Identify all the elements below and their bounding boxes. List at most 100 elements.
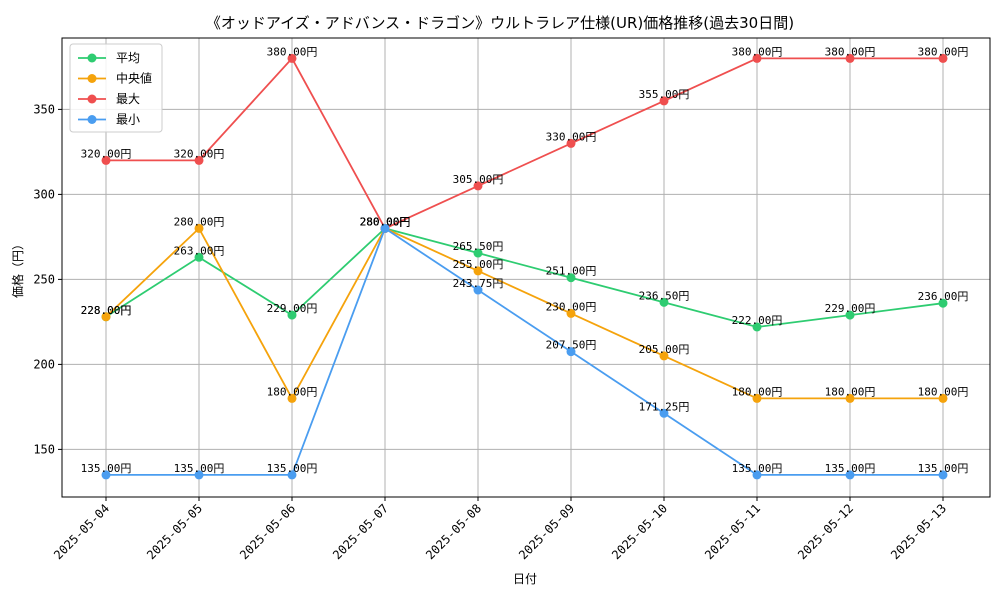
data-point <box>194 223 204 233</box>
data-label: 207.50円 <box>546 339 597 352</box>
data-label: 280.00円 <box>360 215 411 228</box>
data-point <box>287 470 297 480</box>
data-label: 135.00円 <box>81 462 132 475</box>
data-label: 265.50円 <box>453 240 504 253</box>
data-label: 236.00円 <box>918 290 969 303</box>
y-tick-label: 150 <box>33 442 55 456</box>
series-layer <box>101 53 948 480</box>
y-tick-label: 250 <box>33 272 55 286</box>
data-label: 205.00円 <box>639 343 690 356</box>
y-tick-label: 350 <box>33 102 55 116</box>
legend-swatch-marker <box>87 74 97 83</box>
y-axis-label: 価格（円） <box>10 238 25 298</box>
x-tick-label: 2025-05-08 <box>423 501 484 562</box>
data-point <box>659 351 669 361</box>
data-point <box>845 470 855 480</box>
data-point <box>473 285 483 295</box>
data-point <box>194 155 204 165</box>
data-label: 135.00円 <box>918 462 969 475</box>
data-label: 135.00円 <box>267 462 318 475</box>
data-point <box>938 298 948 308</box>
legend-swatch-marker <box>87 53 97 63</box>
data-label: 320.00円 <box>174 147 225 160</box>
data-point <box>194 470 204 480</box>
x-tick-label: 2025-05-11 <box>702 501 763 562</box>
data-point <box>752 393 762 403</box>
data-point <box>752 53 762 63</box>
x-axis-label: 日付 <box>513 572 537 586</box>
data-point <box>101 312 111 322</box>
legend-entry-label: 最大 <box>116 92 140 106</box>
x-tick-label: 2025-05-13 <box>888 501 949 562</box>
data-point <box>938 470 948 480</box>
data-point <box>938 53 948 63</box>
series-line <box>106 227 943 476</box>
data-label: 180.00円 <box>825 385 876 398</box>
grid-layer <box>62 38 990 497</box>
data-point <box>659 408 669 418</box>
data-point <box>566 308 576 318</box>
data-label: 180.00円 <box>918 385 969 398</box>
y-tick-label: 300 <box>33 187 55 201</box>
data-label: 320.00円 <box>81 147 132 160</box>
legend-swatch-marker <box>87 115 97 124</box>
data-point <box>101 155 111 165</box>
x-tick-label: 2025-05-06 <box>237 501 298 562</box>
data-point <box>659 297 669 307</box>
data-label: 380.00円 <box>918 45 969 58</box>
data-label: 280.00円 <box>360 215 411 228</box>
data-label: 222.00円 <box>732 314 783 327</box>
data-label: 229.00円 <box>267 302 318 315</box>
data-label: 263.00円 <box>174 244 225 257</box>
data-label: 251.00円 <box>546 265 597 278</box>
data-point <box>287 393 297 403</box>
data-point <box>473 248 483 258</box>
series-line <box>105 226 943 401</box>
x-tick-label: 2025-05-05 <box>144 501 205 562</box>
chart-title: 《オッドアイズ・アドバンス・ドラゴン》ウルトラレア仕様(UR)価格推移(過去30… <box>206 14 794 32</box>
data-label: 305.00円 <box>453 173 504 186</box>
data-label: 180.00円 <box>267 385 318 398</box>
data-label: 355.00円 <box>639 88 690 101</box>
x-tick-label: 2025-05-07 <box>330 501 391 562</box>
data-label: 330.00円 <box>546 130 597 143</box>
data-label: 280.00円 <box>174 215 225 228</box>
data-label: 229.00円 <box>825 302 876 315</box>
legend-entry-label: 最小 <box>116 113 140 127</box>
legend-box <box>69 43 163 133</box>
x-tick-layer: 2025-05-04 2025-05-05 2025-05-06 2025-05-07… <box>51 497 949 562</box>
legend-swatch-marker <box>87 94 97 104</box>
data-point <box>101 470 111 480</box>
data-point <box>473 266 483 276</box>
data-point <box>194 252 204 262</box>
data-point <box>566 138 576 148</box>
data-label: 228.00円 <box>81 304 132 317</box>
data-label: 280.00円 <box>360 215 411 228</box>
legend-entry-label: 中央値 <box>116 71 152 86</box>
series-line <box>106 56 943 230</box>
data-label: 243.75円 <box>453 277 504 290</box>
data-label: 135.00円 <box>174 462 225 475</box>
data-label: 135.00円 <box>732 462 783 475</box>
data-label: 135.00円 <box>825 462 876 475</box>
data-point <box>287 310 297 320</box>
data-label-layer: 228.00円 263.00円 229.00円 280.00円 265.50円 251.0… <box>81 45 969 475</box>
x-tick-label: 2025-05-04 <box>51 501 112 562</box>
legend-entry-label: 平均 <box>116 51 140 65</box>
data-label: 380.00円 <box>267 45 318 58</box>
data-label: 380.00円 <box>732 45 783 58</box>
x-tick-label: 2025-05-09 <box>516 501 577 562</box>
data-label: 255.00円 <box>453 258 504 271</box>
data-label: 180.00円 <box>732 385 783 398</box>
data-point <box>845 310 855 320</box>
plot-frame <box>61 37 991 498</box>
data-point <box>287 53 297 63</box>
y-tick-label: 200 <box>33 357 55 371</box>
data-label: 236.50円 <box>639 289 690 302</box>
data-point <box>566 347 576 357</box>
data-point <box>473 181 483 191</box>
series-line <box>105 227 944 328</box>
